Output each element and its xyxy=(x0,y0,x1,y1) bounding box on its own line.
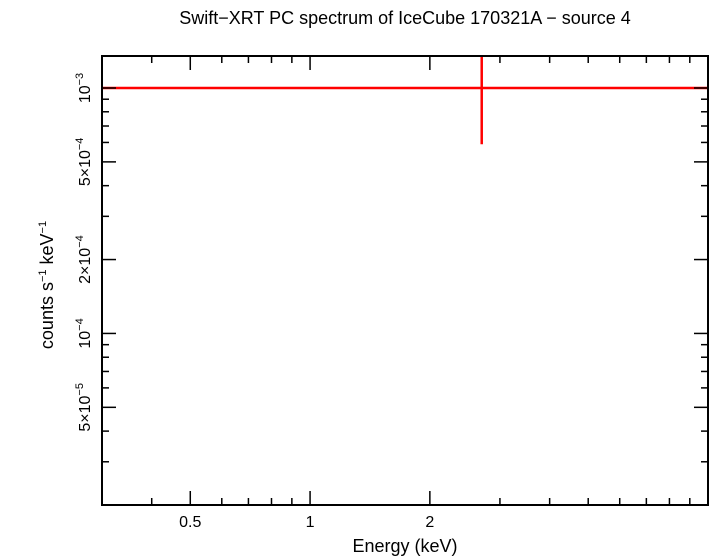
y-tick-mantissa: 10 xyxy=(77,85,94,103)
y-tick-label: 2×10−4 xyxy=(74,235,94,284)
y-tick-mantissa: 5×10 xyxy=(77,395,94,431)
y-axis-label: counts s−1 keV−1 xyxy=(37,221,57,349)
x-tick-label: 2 xyxy=(425,514,434,531)
x-tick-label: 0.5 xyxy=(179,514,201,531)
y-tick-exponent: −4 xyxy=(74,138,86,151)
y-tick-exponent: −5 xyxy=(74,383,86,396)
y-tick-label: 5×10−4 xyxy=(74,138,94,187)
chart-title: Swift−XRT PC spectrum of IceCube 170321A… xyxy=(179,8,631,28)
y-axis-label-middle: keV xyxy=(37,233,57,269)
y-tick-mantissa: 5×10 xyxy=(77,150,94,186)
y-tick-label: 10−3 xyxy=(74,73,94,103)
axis-ticks xyxy=(101,56,709,506)
plot-content xyxy=(102,56,708,145)
y-tick-mantissa: 2×10 xyxy=(77,248,94,284)
y-axis-label-base: counts s xyxy=(37,282,57,349)
x-tick-label: 1 xyxy=(306,514,315,531)
y-axis-label-sup2: −1 xyxy=(37,221,49,234)
y-axis-label-sup1: −1 xyxy=(37,269,49,282)
y-tick-mantissa: 10 xyxy=(77,331,94,349)
y-tick-exponent: −4 xyxy=(74,318,86,331)
y-tick-exponent: −4 xyxy=(74,235,86,248)
y-tick-label: 10−4 xyxy=(74,318,94,348)
x-tick-labels: 0.5 1 2 xyxy=(179,514,434,531)
x-axis-label: Energy (keV) xyxy=(352,536,457,556)
y-tick-exponent: −3 xyxy=(74,73,86,86)
plot-frame xyxy=(101,55,709,506)
y-tick-labels: 10−35×10−42×10−410−45×10−5 xyxy=(74,73,94,432)
y-tick-label: 5×10−5 xyxy=(74,383,94,432)
